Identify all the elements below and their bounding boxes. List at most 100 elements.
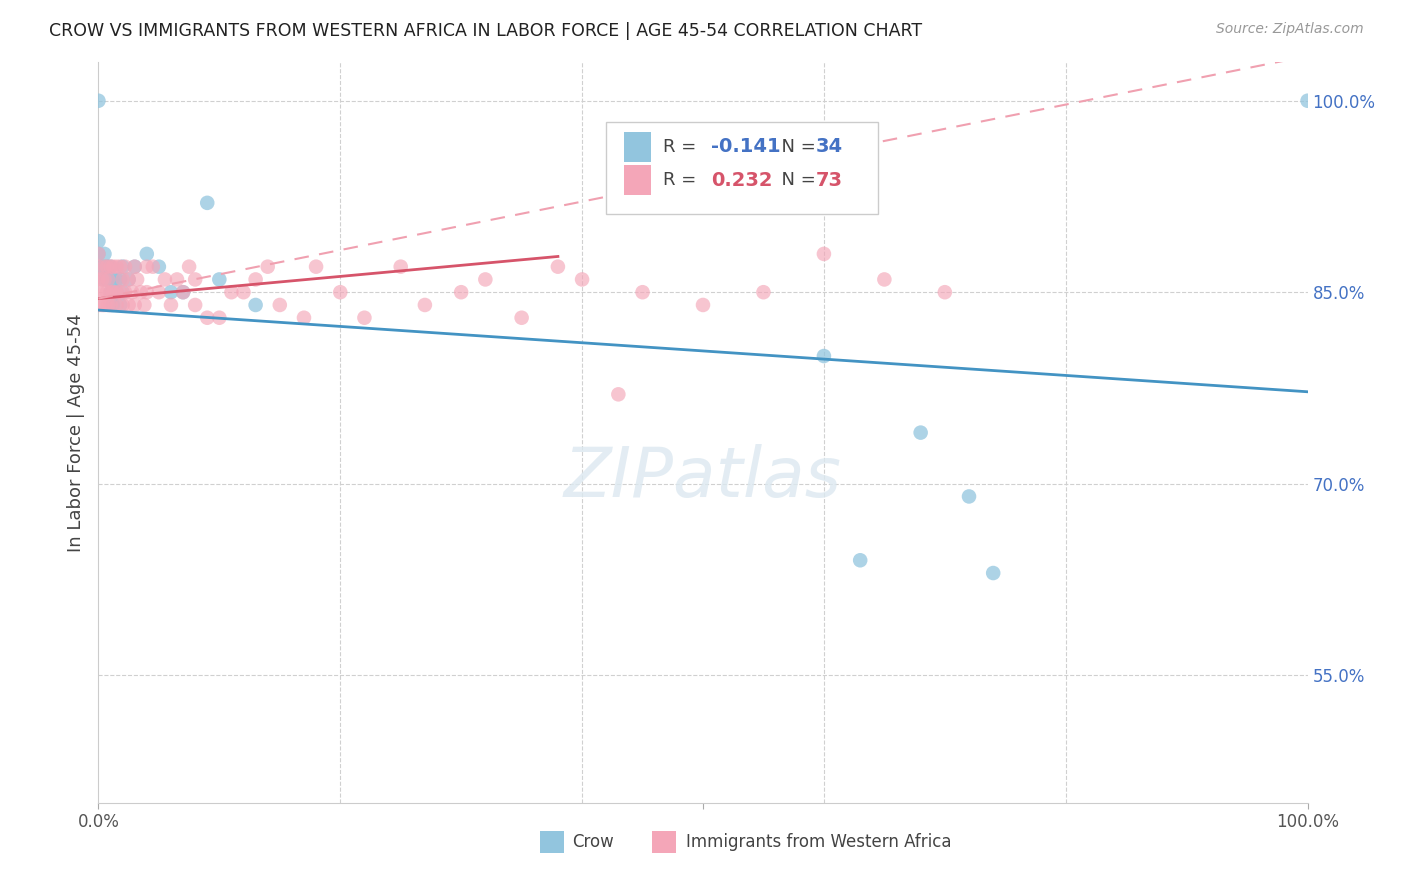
Point xyxy=(87,260,110,274)
Point xyxy=(87,260,110,274)
Point xyxy=(450,285,472,300)
Point xyxy=(329,285,352,300)
Point xyxy=(96,285,118,300)
Point xyxy=(292,310,315,325)
Point xyxy=(96,260,118,274)
Point xyxy=(101,272,124,286)
Text: CROW VS IMMIGRANTS FROM WESTERN AFRICA IN LABOR FORCE | AGE 45-54 CORRELATION CH: CROW VS IMMIGRANTS FROM WESTERN AFRICA I… xyxy=(49,22,922,40)
Point xyxy=(245,272,267,286)
Point xyxy=(813,247,835,261)
Point xyxy=(97,298,120,312)
Point xyxy=(571,272,593,286)
Point xyxy=(93,260,115,274)
Point xyxy=(179,260,201,274)
Text: Source: ZipAtlas.com: Source: ZipAtlas.com xyxy=(1216,22,1364,37)
Point xyxy=(195,195,218,210)
Point xyxy=(221,285,243,300)
Point xyxy=(1296,94,1319,108)
Point xyxy=(105,285,128,300)
Point xyxy=(160,298,183,312)
Point xyxy=(957,490,980,504)
Point xyxy=(101,260,124,274)
Point xyxy=(105,298,128,312)
Point xyxy=(208,310,231,325)
Point xyxy=(631,285,654,300)
Text: 0.232: 0.232 xyxy=(711,170,773,190)
Point xyxy=(105,260,128,274)
Y-axis label: In Labor Force | Age 45-54: In Labor Force | Age 45-54 xyxy=(66,313,84,552)
Point xyxy=(124,260,146,274)
Point xyxy=(148,260,170,274)
Point xyxy=(108,260,131,274)
Point xyxy=(93,285,115,300)
Point xyxy=(97,272,120,286)
Point xyxy=(118,272,141,286)
Point xyxy=(118,272,141,286)
Point xyxy=(269,298,291,312)
Text: N =: N = xyxy=(769,138,821,156)
Point xyxy=(208,272,231,286)
Point xyxy=(134,298,156,312)
Text: N =: N = xyxy=(769,171,821,189)
FancyBboxPatch shape xyxy=(540,831,564,853)
Point xyxy=(100,260,122,274)
Point xyxy=(256,260,278,274)
Point xyxy=(849,553,872,567)
Text: R =: R = xyxy=(664,171,702,189)
Point xyxy=(111,298,134,312)
Point xyxy=(305,260,328,274)
Point xyxy=(87,247,110,261)
Point xyxy=(934,285,956,300)
Point xyxy=(93,272,115,286)
FancyBboxPatch shape xyxy=(624,165,651,195)
Point xyxy=(87,272,110,286)
Text: 73: 73 xyxy=(815,170,842,190)
Point xyxy=(93,298,115,312)
Point xyxy=(87,94,110,108)
Point xyxy=(195,310,218,325)
Point xyxy=(111,272,134,286)
Point xyxy=(135,247,157,261)
Point xyxy=(124,298,146,312)
Point xyxy=(114,285,136,300)
Point xyxy=(100,285,122,300)
Point xyxy=(389,260,412,274)
Point xyxy=(752,285,775,300)
Point xyxy=(97,260,120,274)
Point xyxy=(111,285,134,300)
Point xyxy=(184,272,207,286)
Text: Immigrants from Western Africa: Immigrants from Western Africa xyxy=(686,833,952,851)
Point xyxy=(607,387,630,401)
Point xyxy=(547,260,569,274)
Point xyxy=(142,260,165,274)
Point xyxy=(135,285,157,300)
Point xyxy=(353,310,375,325)
Point xyxy=(100,260,122,274)
Point xyxy=(87,298,110,312)
Text: Crow: Crow xyxy=(572,833,614,851)
Point xyxy=(245,298,267,312)
Point xyxy=(121,285,143,300)
Point xyxy=(108,285,131,300)
Point xyxy=(87,234,110,248)
Point xyxy=(692,298,714,312)
Point xyxy=(93,272,115,286)
Point xyxy=(108,298,131,312)
Point xyxy=(232,285,254,300)
Point xyxy=(172,285,194,300)
Point xyxy=(127,272,149,286)
Point xyxy=(91,298,114,312)
Point xyxy=(981,566,1004,580)
Point xyxy=(87,285,110,300)
Text: ZIPatlas: ZIPatlas xyxy=(564,443,842,510)
Point xyxy=(510,310,533,325)
Point xyxy=(114,260,136,274)
Point xyxy=(100,298,122,312)
FancyBboxPatch shape xyxy=(652,831,676,853)
Text: -0.141: -0.141 xyxy=(711,137,782,156)
Point xyxy=(873,272,896,286)
Point xyxy=(111,260,134,274)
Point xyxy=(135,260,157,274)
Point xyxy=(813,349,835,363)
Point xyxy=(91,272,114,286)
